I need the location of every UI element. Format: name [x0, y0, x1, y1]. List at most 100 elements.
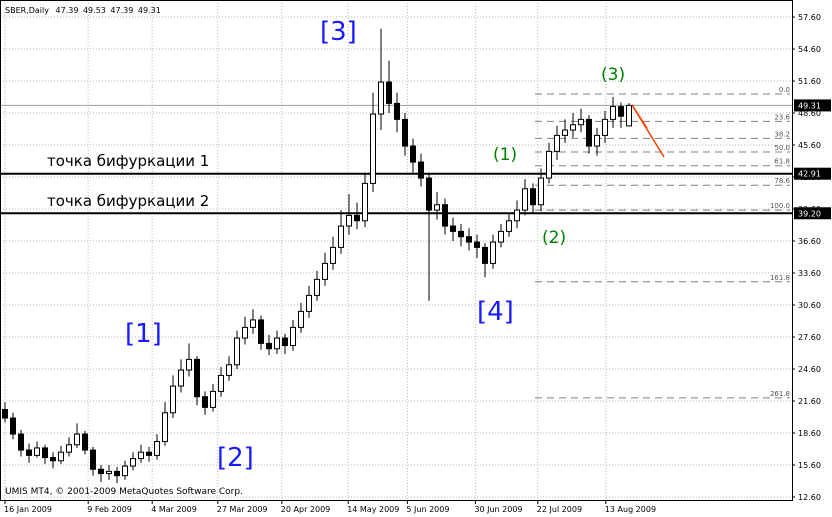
x-tick-label: 9 Feb 2009	[87, 505, 132, 514]
fibo-label: 0.0	[779, 86, 790, 94]
y-tick-label: 51.60	[798, 77, 821, 86]
candle-body	[610, 106, 616, 120]
fibo-label: 100.0	[770, 202, 790, 210]
plot-frame	[0, 0, 793, 501]
candle-body	[418, 161, 424, 179]
plot: 0.0 23.6 38.2 50.0 61.8 78.6 100.0 161.8 261.8	[0, 28, 792, 484]
price-label: 39.20	[798, 209, 821, 218]
candle-body	[106, 470, 112, 475]
y-tick-label: 57.60	[798, 13, 821, 22]
candle-body	[202, 396, 208, 408]
x-tick-label: 13 Aug 2009	[605, 505, 656, 514]
candle-body	[50, 457, 56, 462]
wave-label: [1]	[125, 319, 162, 349]
candle-body	[554, 134, 560, 152]
fibo-label: 61.8	[774, 158, 790, 166]
candle-body	[290, 326, 296, 347]
candle-body	[562, 129, 568, 136]
candle-body	[594, 134, 600, 147]
candle-body	[58, 451, 64, 462]
y-tick-label: 21.60	[798, 397, 821, 406]
candle-body	[194, 358, 200, 398]
fibo-label: 78.6	[774, 177, 790, 185]
candle-body	[402, 118, 408, 147]
header: SBER,Daily 47.39 49.53 47.39 49.31	[5, 6, 161, 15]
wave-label: [2]	[217, 443, 254, 473]
candle-body	[370, 113, 376, 184]
candle-body	[282, 337, 288, 347]
candle-body	[506, 220, 512, 232]
candle-body	[74, 433, 80, 446]
candle-body	[98, 468, 104, 475]
candle-body	[426, 177, 432, 211]
candle-body	[314, 278, 320, 296]
bifurcation-label: точка бифуркации 1	[47, 152, 209, 170]
ohlc: 49.53	[83, 6, 106, 15]
candle-body	[546, 150, 552, 179]
wave-label: [4]	[477, 297, 514, 327]
y-tick-label: 54.60	[798, 45, 821, 54]
candle-body	[578, 118, 584, 126]
candle-body	[122, 465, 128, 477]
candle-body	[2, 409, 8, 419]
candle-body	[18, 433, 24, 451]
y-tick-label: 24.60	[798, 365, 821, 374]
candle-body	[218, 374, 224, 392]
candle-body	[434, 204, 440, 211]
candle-body	[570, 124, 576, 131]
price-box	[794, 207, 831, 220]
candle-body	[522, 188, 528, 211]
x-tick-label: 20 Apr 2009	[281, 505, 330, 514]
candle-body	[34, 447, 40, 456]
x-tick-label: 27 Mar 2009	[217, 505, 268, 514]
ohlc: 47.39	[110, 6, 133, 15]
candle-body	[162, 412, 168, 443]
subwave-label: (3)	[601, 65, 625, 85]
candle-body	[266, 342, 272, 350]
candle-body	[602, 118, 608, 136]
candle-body	[226, 364, 232, 376]
candle-body	[10, 417, 16, 435]
candle-body	[26, 449, 32, 456]
candle-body	[362, 182, 368, 222]
y-tick-label: 12.60	[798, 493, 821, 502]
candle-body	[274, 337, 280, 350]
watermark: UMIS MT4, © 2001-2009 MetaQuotes Softwar…	[5, 487, 243, 497]
candle-body	[186, 358, 192, 371]
candle-body	[298, 310, 304, 328]
bifurcation-label: точка бифуркации 2	[47, 192, 209, 210]
y-tick-label: 18.60	[798, 429, 821, 438]
candle-body	[626, 104, 632, 127]
candle-body	[138, 451, 144, 460]
candle-body	[442, 204, 448, 227]
candle-body	[586, 118, 592, 147]
candle-body	[242, 326, 248, 339]
candle-body	[538, 177, 544, 206]
candle-body	[130, 458, 136, 467]
candle-body	[530, 188, 536, 206]
candle-body	[474, 241, 480, 248]
x-tick-label: 16 Jan 2009	[4, 505, 52, 514]
candle-body	[458, 230, 464, 238]
candle-body	[114, 470, 120, 477]
candle-body	[394, 102, 400, 120]
arrow	[631, 104, 648, 129]
price-box	[794, 167, 831, 180]
y-tick-label: 45.60	[798, 141, 821, 150]
y-tick-label: 36.60	[798, 237, 821, 246]
candle-body	[386, 81, 392, 104]
y-tick-label: 27.60	[798, 333, 821, 342]
candle-body	[354, 214, 360, 222]
candle-body	[322, 262, 328, 280]
candle-body	[82, 433, 88, 451]
candle-body	[170, 385, 176, 414]
y-tick-label: 30.60	[798, 301, 821, 310]
candle-body	[490, 241, 496, 264]
candle-body	[514, 209, 520, 222]
x-tick-label: 14 May 2009	[347, 505, 399, 514]
candle-body	[378, 81, 384, 115]
candle-body	[482, 246, 488, 264]
fibo-label: 23.6	[774, 113, 790, 121]
x-tick-label: 30 Jun 2009	[474, 505, 522, 514]
